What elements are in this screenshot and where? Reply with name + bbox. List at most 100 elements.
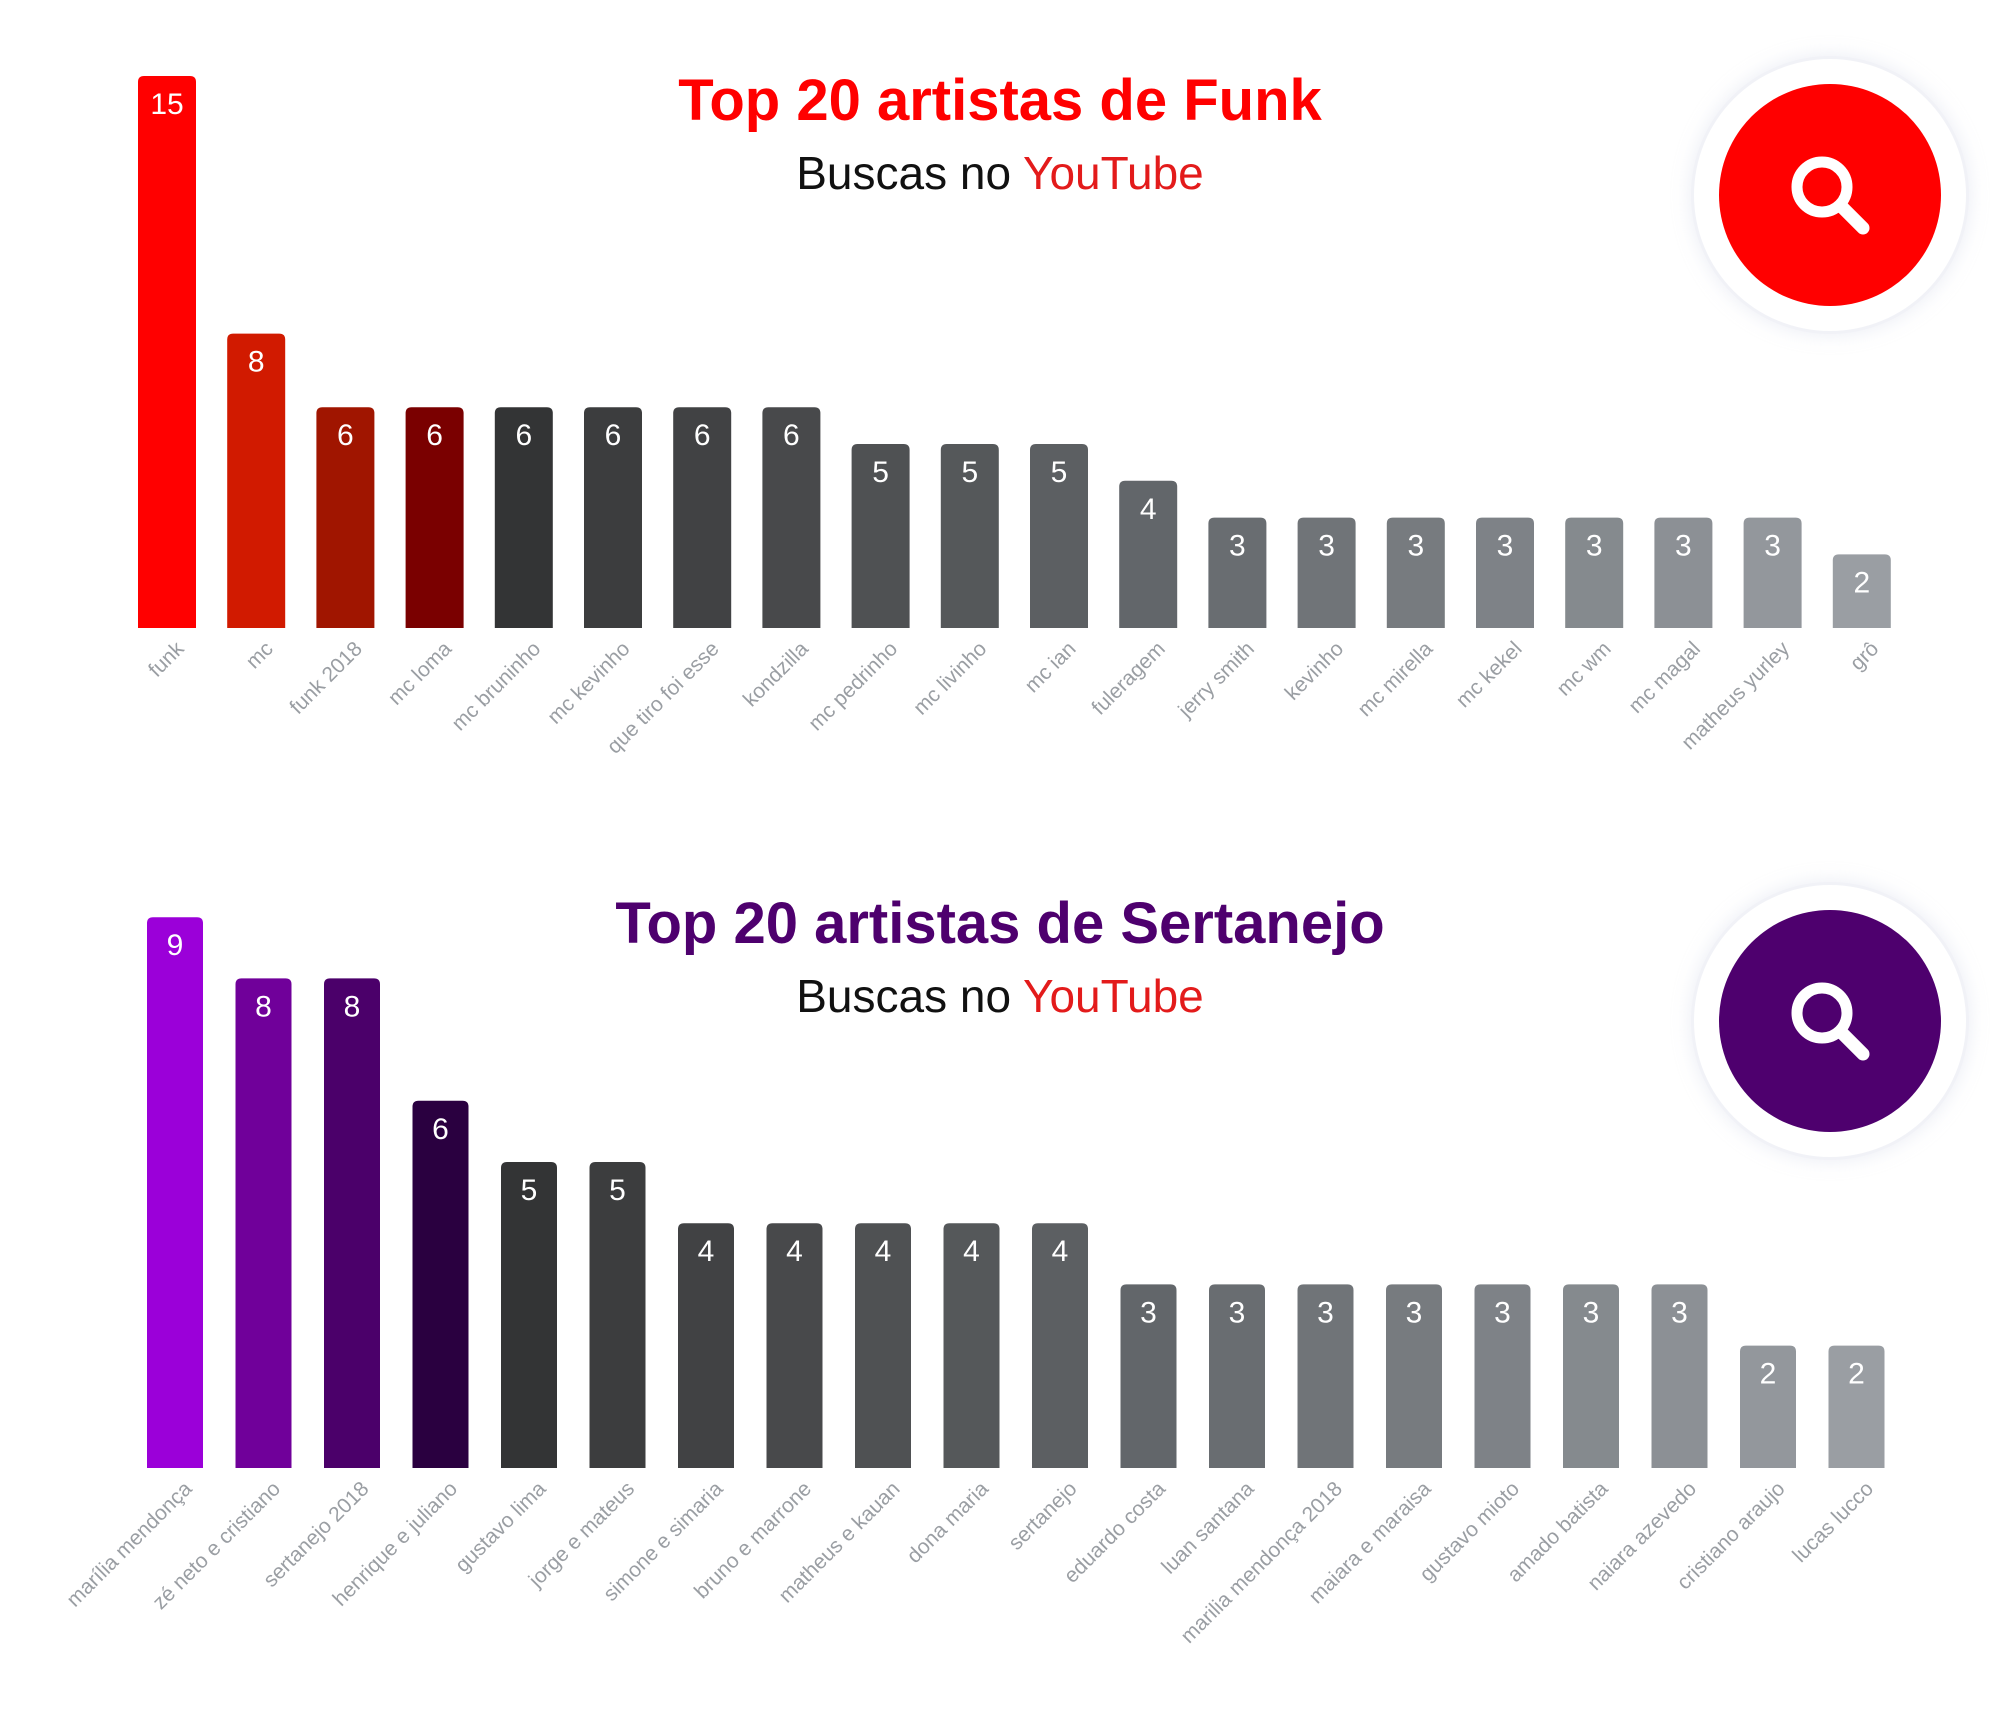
sertanejo-bar: [1209, 1284, 1265, 1468]
sertanejo-bar: [855, 1223, 911, 1468]
sertanejo-subtitle-accent: YouTube: [1022, 970, 1204, 1022]
funk-bar: [316, 407, 375, 628]
funk-category-label: mc livinho: [909, 637, 991, 719]
sertanejo-value-label: 4: [875, 1235, 892, 1268]
sertanejo-value-label: 3: [1229, 1296, 1246, 1329]
funk-bar: [1476, 517, 1534, 628]
funk-bar: [762, 407, 821, 628]
sertanejo-value-label: 9: [167, 929, 184, 962]
sertanejo-value-label: 3: [1406, 1296, 1423, 1329]
funk-bar: [1565, 517, 1624, 628]
funk-value-label: 3: [1586, 530, 1603, 563]
funk-bar: [1208, 517, 1267, 628]
sertanejo-bar: [1740, 1345, 1796, 1468]
sertanejo-bar: [1828, 1345, 1885, 1468]
funk-category-label: grô: [1846, 637, 1884, 675]
funk-value-label: 5: [1051, 456, 1068, 489]
sertanejo-bar: [943, 1223, 1000, 1468]
funk-value-label: 6: [783, 419, 800, 452]
funk-category-label: mc loma: [384, 637, 457, 710]
funk-category-label: mc magal: [1624, 637, 1705, 718]
sertanejo-category-label: dona maria: [902, 1477, 993, 1568]
sertanejo-search-badge: [1719, 910, 1941, 1132]
sertanejo-bar: [1563, 1284, 1619, 1468]
funk-chart: 15 funk 8 mc 6 funk 2018 6 mc loma 6 mc bruninho 6…: [138, 76, 1891, 758]
sertanejo-bar: [1120, 1284, 1177, 1468]
sertanejo-value-label: 6: [432, 1113, 449, 1146]
sertanejo-bar: [678, 1223, 734, 1468]
sertanejo-chart-subtitle: Buscas no YouTube: [0, 973, 2000, 1019]
sertanejo-subtitle-prefix: Buscas no: [796, 970, 1012, 1022]
search-icon: [1791, 982, 1870, 1061]
sertanejo-value-label: 5: [521, 1174, 538, 1207]
funk-category-label: funk 2018: [285, 637, 366, 718]
sertanejo-value-label: 4: [698, 1235, 715, 1268]
funk-bar: [1832, 554, 1891, 628]
search-icon: [1791, 156, 1870, 235]
funk-category-label: mc pedrinho: [804, 637, 902, 735]
sertanejo-category-label: marilia mendonça 2018: [1176, 1477, 1347, 1648]
funk-category-label: mc: [242, 637, 278, 673]
funk-category-label: mc kekel: [1452, 637, 1527, 712]
funk-subtitle-prefix: Buscas no: [796, 147, 1012, 199]
funk-value-label: 4: [1140, 493, 1157, 526]
sertanejo-value-label: 4: [1052, 1235, 1069, 1268]
funk-bar: [584, 407, 642, 628]
funk-chart-panel: 15 funk 8 mc 6 funk 2018 6 mc loma 6 mc bruninho 6…: [0, 0, 2000, 830]
funk-bar: [1654, 517, 1713, 628]
sertanejo-value-label: 4: [963, 1235, 980, 1268]
funk-category-label: mc bruninho: [447, 637, 545, 735]
funk-value-label: 2: [1853, 566, 1870, 599]
funk-category-label: kevinho: [1281, 637, 1348, 704]
funk-value-label: 8: [248, 346, 265, 379]
funk-category-label: mc ian: [1021, 637, 1081, 697]
sertanejo-value-label: 8: [344, 990, 361, 1023]
funk-bar: [1297, 517, 1356, 628]
funk-category-label: mc mirella: [1353, 637, 1437, 721]
sertanejo-bar: [147, 917, 203, 1468]
funk-bar: [851, 444, 910, 628]
funk-bar: [673, 407, 732, 628]
sertanejo-bar: [412, 1100, 469, 1468]
funk-value-label: 6: [426, 419, 443, 452]
funk-value-label: 3: [1497, 530, 1514, 563]
funk-value-label: 5: [872, 456, 889, 489]
funk-bar: [1030, 444, 1088, 628]
sertanejo-category-label: lucas lucco: [1788, 1477, 1878, 1567]
sertanejo-value-label: 3: [1671, 1296, 1688, 1329]
funk-value-label: 15: [150, 88, 183, 121]
sertanejo-bar: [235, 978, 292, 1468]
funk-bar: [1386, 517, 1445, 628]
funk-value-label: 6: [515, 419, 532, 452]
sertanejo-bar: [501, 1162, 557, 1468]
funk-value-label: 6: [694, 419, 711, 452]
funk-bar: [494, 407, 553, 628]
sertanejo-bar: [1297, 1284, 1354, 1468]
sertanejo-value-label: 8: [255, 990, 272, 1023]
funk-chart-subtitle: Buscas no YouTube: [0, 150, 2000, 196]
sertanejo-chart-panel: 9 marília mendonça 8 zé neto e cristiano 8 se…: [0, 830, 2000, 1711]
funk-value-label: 6: [605, 419, 622, 452]
sertanejo-bar: [1474, 1284, 1531, 1468]
funk-category-label: fuleragem: [1087, 637, 1169, 719]
sertanejo-value-label: 4: [786, 1235, 803, 1268]
funk-category-label: kondzilla: [739, 637, 813, 711]
funk-chart-title: Top 20 artistas de Funk: [678, 68, 1322, 133]
funk-value-label: 5: [961, 456, 978, 489]
funk-bar: [1743, 517, 1802, 628]
sertanejo-category-label: sertanejo: [1004, 1477, 1081, 1554]
sertanejo-value-label: 3: [1140, 1296, 1157, 1329]
funk-value-label: 3: [1764, 530, 1781, 563]
funk-value-label: 6: [337, 419, 354, 452]
sertanejo-bar: [1651, 1284, 1708, 1468]
sertanejo-value-label: 2: [1760, 1358, 1777, 1391]
sertanejo-value-label: 3: [1317, 1296, 1334, 1329]
funk-bar: [227, 333, 286, 628]
funk-value-label: 3: [1318, 530, 1335, 563]
funk-search-badge: [1719, 84, 1941, 306]
sertanejo-bar: [766, 1223, 823, 1468]
funk-value-label: 3: [1229, 530, 1246, 563]
funk-category-label: mc wm: [1552, 637, 1615, 700]
sertanejo-value-label: 2: [1848, 1358, 1865, 1391]
